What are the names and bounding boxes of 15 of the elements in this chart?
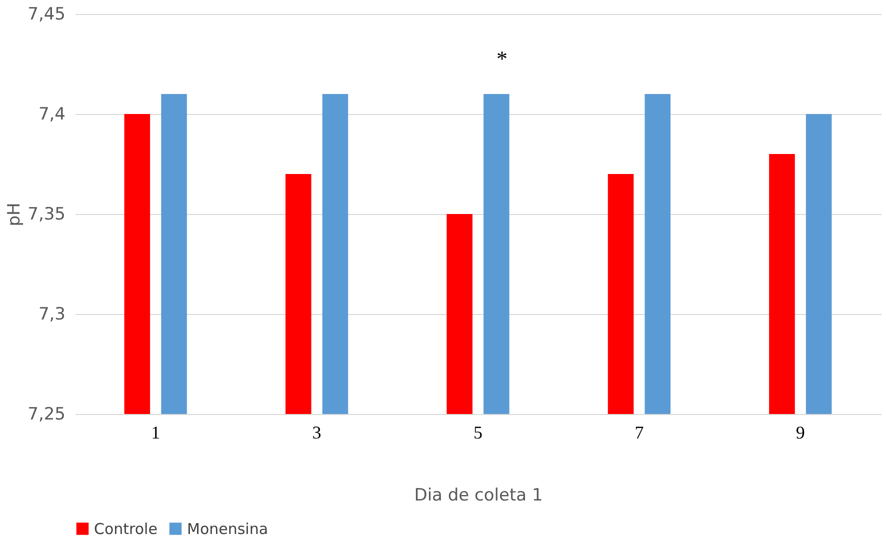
y-tick-label: 7,4 [38,104,66,124]
y-tick-label: 7,3 [38,304,66,324]
legend-label: Monensina [187,520,268,538]
x-tick-label: 3 [312,422,322,442]
x-tick-label: 5 [474,422,482,442]
y-tick-label: 7,25 [28,404,66,424]
x-axis-title: Dia de coleta 1 [414,486,543,506]
y-axis-title: pH [4,202,25,226]
x-tick-label: 7 [634,422,644,442]
y-tick-label: 7,35 [28,204,66,224]
legend-label: Controle [94,520,158,538]
y-tick-label: 7,45 [28,4,66,24]
x-tick-label: 9 [796,422,805,442]
annotation: * [496,46,508,71]
x-tick-label: 1 [151,422,160,442]
